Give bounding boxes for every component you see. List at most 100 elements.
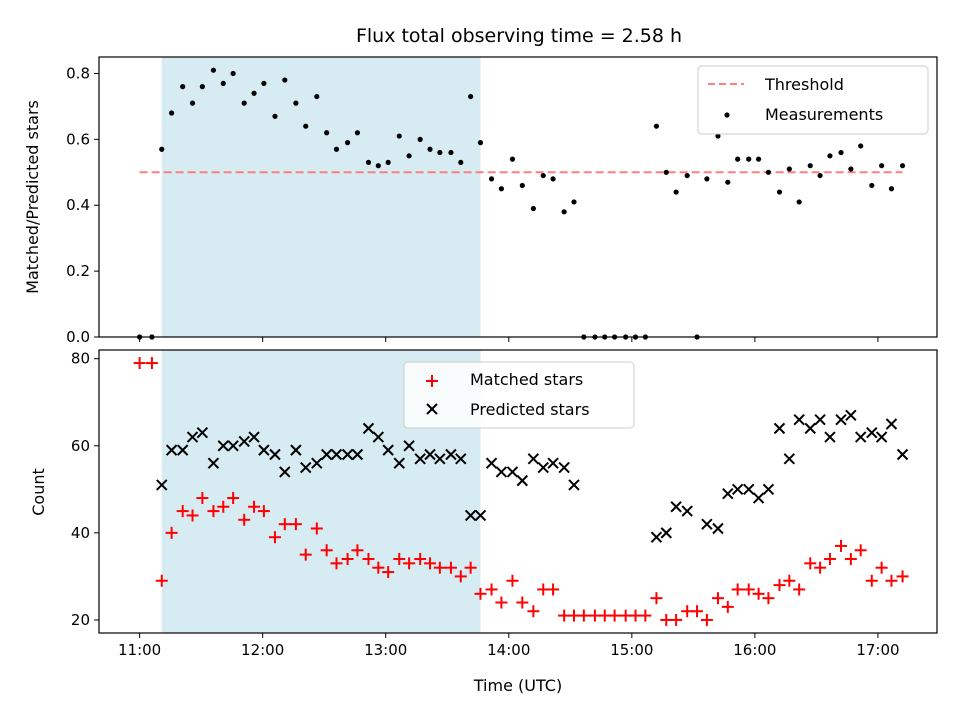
predicted-point (743, 483, 755, 496)
matched-point (393, 552, 406, 565)
matched-point (454, 570, 467, 583)
measurement-point (354, 130, 361, 136)
measurement-point (180, 84, 186, 90)
legend-threshold-label: Threshold (764, 75, 844, 94)
measurement-point (509, 156, 516, 162)
matched-point (165, 526, 178, 539)
matched-point (844, 552, 857, 565)
predicted-point (217, 440, 229, 452)
matched-point (330, 557, 343, 570)
predicted-point (896, 448, 909, 461)
matched-point (444, 561, 457, 574)
measurement-point (755, 156, 762, 162)
predicted-point (445, 448, 457, 461)
matched-point (896, 570, 909, 583)
measurement-point (488, 176, 495, 182)
matched-point (639, 609, 652, 622)
legend-predicted-label: Predicted stars (470, 400, 590, 419)
measurement-point (375, 163, 381, 169)
predicted-point (248, 431, 260, 443)
predicted-point (186, 431, 199, 443)
matched-point (721, 600, 734, 613)
matched-point (310, 522, 323, 535)
measurement-point (282, 77, 288, 83)
matched-point (650, 592, 663, 605)
measurement-point (241, 100, 247, 106)
measurement-point (827, 153, 833, 159)
predicted-point (207, 457, 220, 469)
predicted-point (835, 413, 847, 426)
bottom-x-axis: 11:00 12:00 13:00 14:00 15:00 16:00 17:00 (118, 633, 900, 659)
y-tick-label: 0.0 (66, 328, 90, 346)
measurement-point (888, 186, 895, 192)
predicted-point (311, 457, 323, 469)
measurement-point (673, 189, 679, 195)
matched-point (700, 613, 713, 626)
predicted-point (660, 527, 672, 539)
predicted-point (330, 448, 343, 461)
measurement-point (519, 182, 525, 189)
matched-stars-series (133, 357, 909, 626)
measurement-point (817, 172, 823, 179)
x-tick-label: 13:00 (364, 641, 407, 659)
measurement-point (344, 140, 351, 146)
measurement-point (293, 100, 299, 106)
matched-point (885, 574, 898, 587)
matched-point (351, 544, 364, 557)
measurement-point (333, 146, 340, 152)
predicted-point (403, 440, 415, 452)
y-tick-label: 0.4 (66, 196, 90, 214)
matched-point (854, 544, 867, 557)
predicted-point (568, 479, 580, 491)
matched-point (527, 605, 540, 618)
measurement-point (765, 169, 772, 175)
predicted-point (227, 440, 239, 452)
legend-matched-swatch (426, 375, 438, 387)
predicted-point (196, 427, 209, 439)
matched-point (320, 544, 333, 557)
predicted-point (722, 487, 734, 500)
measurement-point (159, 146, 165, 152)
measurement-point (561, 209, 567, 215)
matched-point (731, 583, 744, 596)
matched-point (414, 552, 427, 565)
predicted-point (527, 453, 540, 465)
predicted-point (701, 518, 713, 530)
legend-measurements-swatch (724, 112, 730, 118)
measurement-point (796, 199, 802, 205)
measurement-point (427, 146, 433, 152)
matched-point (227, 492, 240, 505)
predicted-point (424, 448, 436, 461)
measurement-point (169, 110, 175, 116)
predicted-point (773, 422, 786, 435)
matched-point (835, 539, 848, 552)
matched-point (711, 592, 724, 605)
matched-point (238, 513, 251, 526)
x-tick-label: 14:00 (487, 641, 530, 659)
y-tick-label: 0.6 (66, 130, 90, 148)
matched-point (506, 574, 519, 587)
top-panel: 0.00.20.40.60.8 Matched/Predicted stars … (23, 56, 938, 346)
y-tick-label: 60 (71, 437, 90, 455)
measurement-point (303, 123, 309, 129)
measurement-point (210, 67, 217, 73)
measurement-point (807, 163, 813, 169)
measurement-point (899, 163, 906, 169)
measurement-point (879, 163, 885, 169)
predicted-point (474, 509, 487, 522)
top-legend-box (697, 65, 929, 135)
predicted-point (752, 492, 765, 504)
predicted-point (854, 431, 867, 443)
predicted-point (845, 409, 857, 422)
predicted-point (393, 457, 405, 469)
bottom-y-axis: 20 40 60 80 (71, 350, 99, 629)
matched-point (742, 583, 755, 596)
predicted-point (495, 466, 508, 478)
matched-point (257, 505, 270, 518)
predicted-point (455, 453, 467, 465)
measurement-point (458, 159, 464, 166)
predicted-point (804, 422, 816, 435)
predicted-point (165, 444, 178, 456)
matched-point (196, 492, 209, 505)
predicted-point (814, 413, 826, 426)
